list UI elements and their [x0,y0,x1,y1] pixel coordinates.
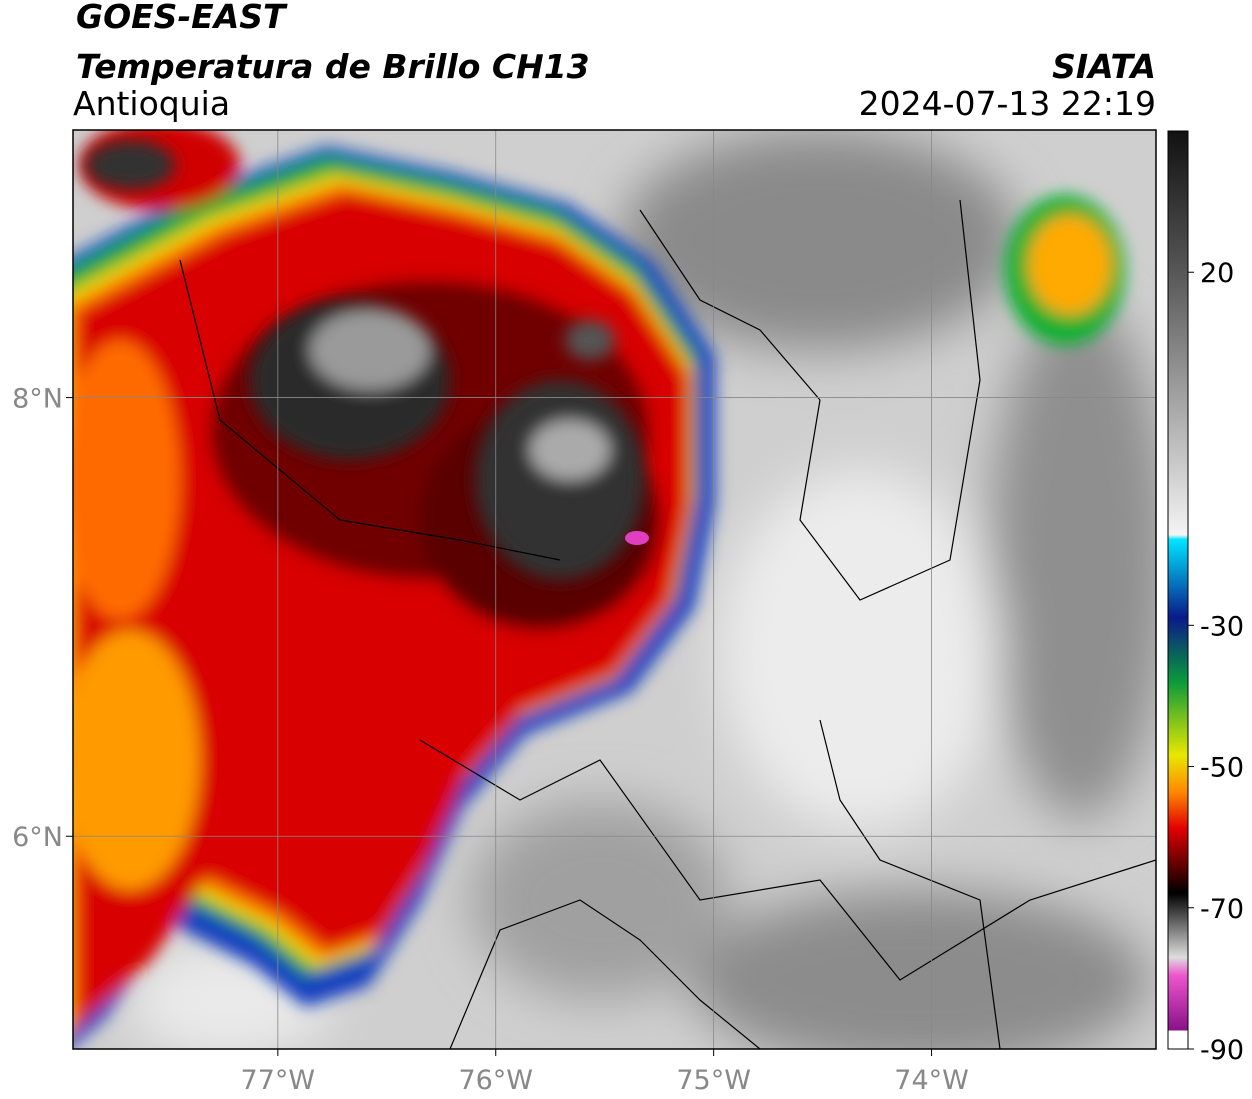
colorbar [1167,130,1189,1050]
lat-tick-label: 6°N [12,822,63,853]
lon-tick-label: 74°W [894,1065,969,1096]
lon-tick-label: 77°W [241,1065,316,1096]
lat-tick-label: 8°N [12,384,63,415]
lon-tick-label: 75°W [676,1065,751,1096]
colorbar-tick-label: -50 [1200,753,1244,784]
colorbar-tick-label: -70 [1200,894,1244,925]
colorbar-tick-label: 20 [1200,258,1234,289]
source: SIATA [1052,47,1156,86]
colorbar-tick-label: -30 [1200,611,1244,642]
colorbar-tick-label: -90 [1200,1035,1244,1066]
region: Antioquia [73,84,230,123]
lon-tick-label: 76°W [458,1065,533,1096]
datetime: 2024-07-13 22:19 [859,84,1156,123]
satellite-image [73,130,1156,1049]
map-frame [72,129,1157,1050]
title: GOES-EAST [76,0,288,36]
subtitle: Temperatura de Brillo CH13 [76,47,590,86]
